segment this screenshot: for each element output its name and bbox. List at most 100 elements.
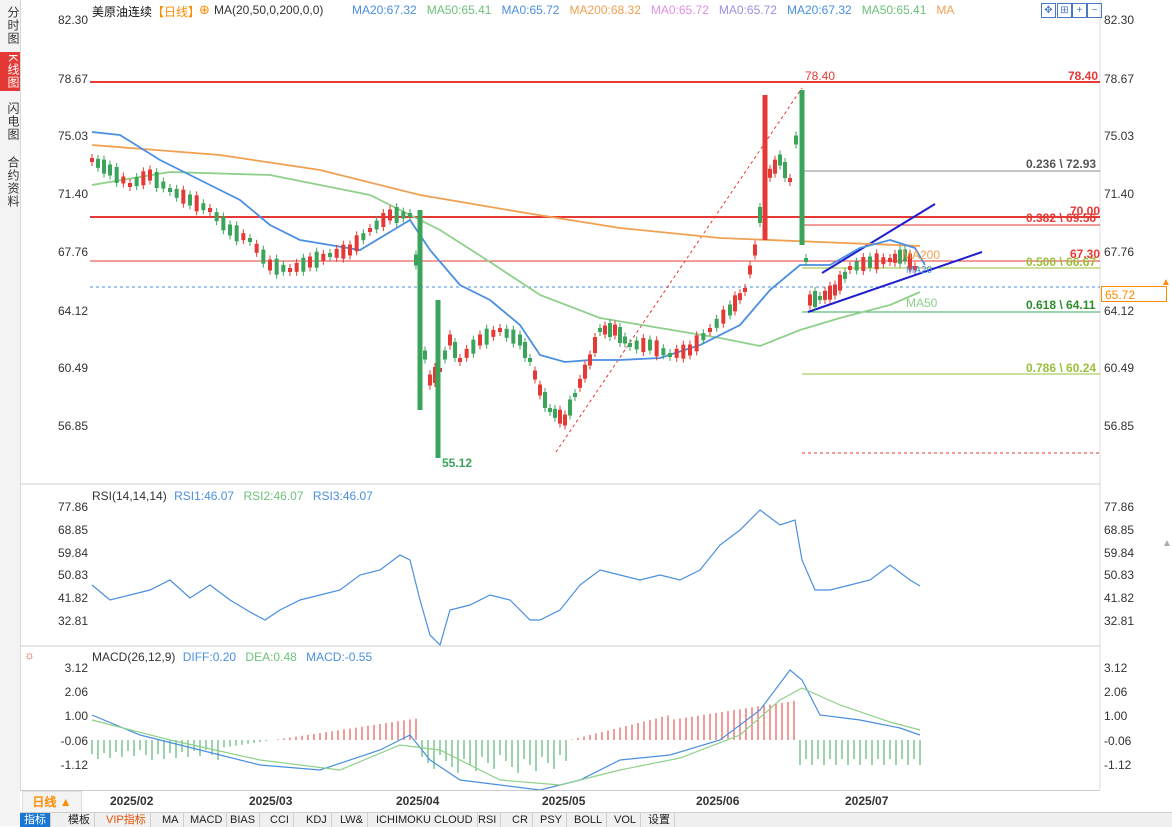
candle <box>823 290 827 300</box>
tab-indicators[interactable]: 指标 <box>20 813 51 827</box>
candle <box>471 339 476 354</box>
period-selector[interactable]: 日线 ▲ <box>22 791 82 813</box>
candle <box>738 293 742 301</box>
candle <box>443 350 447 360</box>
zoom-out-icon[interactable]: − <box>1087 3 1102 18</box>
candle <box>478 334 482 346</box>
macd-lines <box>91 669 921 791</box>
ma20-tag: MA20 <box>906 265 933 276</box>
candle <box>261 249 266 264</box>
candle <box>548 408 552 412</box>
macd-settings-icon[interactable]: ☼ <box>24 648 35 662</box>
candle <box>341 244 346 259</box>
rsi-collapse-icon[interactable]: ▲ <box>1162 538 1172 549</box>
macd-dea-path <box>91 687 921 786</box>
tab-template[interactable]: 模板 <box>64 813 95 827</box>
candle <box>799 90 805 245</box>
candle <box>583 364 587 379</box>
candle <box>458 358 462 362</box>
zoom-in-icon[interactable]: + <box>1072 3 1087 18</box>
fib-diagonal-line <box>555 87 803 453</box>
tab-kdj[interactable]: KDJ <box>302 813 332 827</box>
rsi-tick-right: 59.84 <box>1104 546 1135 560</box>
candle <box>328 253 332 257</box>
candle <box>714 318 719 328</box>
tab-settings[interactable]: 设置 <box>644 813 675 827</box>
rsi-tick-left: 68.85 <box>57 523 88 537</box>
tab-rsi[interactable]: RSI <box>474 813 502 827</box>
price-tick-left: 75.03 <box>57 129 88 143</box>
macd-header: MACD(26,12,9) DIFF:0.20 DEA:0.48 MACD:-0… <box>92 650 373 664</box>
current-price-tag: 65.72 <box>1101 286 1167 302</box>
tab-ma[interactable]: MA <box>158 813 184 827</box>
candle <box>234 225 239 242</box>
macd-tick-right: 2.06 <box>1104 685 1128 699</box>
candle <box>498 328 502 332</box>
candle <box>414 254 418 266</box>
macd-tick-right: 1.00 <box>1104 709 1128 723</box>
candle <box>608 323 612 337</box>
candle <box>108 164 112 176</box>
candle <box>804 258 808 262</box>
tab-boll[interactable]: BOLL <box>570 813 608 827</box>
candle <box>778 154 782 166</box>
candle <box>688 344 692 356</box>
candle <box>128 183 132 187</box>
tab-vol[interactable]: VOL <box>610 813 642 827</box>
candle <box>773 159 777 174</box>
price-tick-left: 67.76 <box>57 245 88 259</box>
split-icon[interactable]: ⊞ <box>1057 3 1072 18</box>
tab-bias[interactable]: BIAS <box>226 813 261 827</box>
tab-macd[interactable]: MACD <box>186 813 228 827</box>
add-indicator-icon[interactable]: ⊕ <box>199 2 210 17</box>
candle <box>628 343 632 347</box>
level-6730-label: 67.30 <box>1070 247 1101 261</box>
candle <box>294 262 299 272</box>
tab-cci[interactable]: CCI <box>266 813 294 827</box>
tab-ichimoku[interactable]: ICHIMOKU CLOUD <box>372 813 478 827</box>
candle <box>908 253 912 270</box>
tab-psy[interactable]: PSY <box>536 813 568 827</box>
candle <box>661 348 666 356</box>
kline-chart[interactable] <box>20 0 1172 812</box>
date-label: 2025/07 <box>845 794 889 808</box>
candle <box>274 258 279 275</box>
macd-tick-left: 1.00 <box>64 709 88 723</box>
candle <box>588 354 592 366</box>
macd-tick-right: -0.06 <box>1104 734 1132 748</box>
candle <box>813 291 817 307</box>
candle <box>504 328 509 338</box>
tab-cr[interactable]: CR <box>508 813 533 827</box>
candle <box>134 177 139 187</box>
price-arrow-icon: ▲ <box>1161 277 1171 288</box>
candle <box>593 337 597 353</box>
candle <box>543 392 547 408</box>
move-icon[interactable]: ✥ <box>1041 3 1056 18</box>
tab-lw[interactable]: LW& <box>336 813 369 827</box>
candle <box>654 340 659 357</box>
tab-flash-chart[interactable]: 闪电图 <box>6 102 20 141</box>
price-tick-left: 82.30 <box>57 13 88 27</box>
tab-contract-info[interactable]: 合约资料 <box>6 156 20 208</box>
ma50-line <box>91 171 921 347</box>
candle <box>854 261 859 271</box>
tab-timeshare[interactable]: 分时图 <box>6 6 20 45</box>
macd-tick-left: -1.12 <box>60 758 88 772</box>
ma20-path <box>91 131 926 363</box>
tab-vip-indicators[interactable]: VIP指标 <box>102 813 151 827</box>
fib-0618-label: 0.618 \ 64.11 <box>1026 298 1096 312</box>
candle <box>288 268 292 272</box>
candle <box>154 172 159 188</box>
candle <box>381 213 386 227</box>
candle <box>214 212 219 222</box>
instrument-title: 美原油连续【日线】 <box>92 5 201 19</box>
candle <box>511 329 516 344</box>
candle <box>788 178 792 182</box>
ma-params: MA(20,50,0,200,0,0) <box>214 3 324 17</box>
candle <box>221 216 226 231</box>
ma-value: MA <box>936 3 955 17</box>
tab-kline[interactable]: K线图 <box>0 52 20 92</box>
left-tab-bar: 分时图 K线图 闪电图 合约资料 <box>0 0 21 826</box>
rsi-tick-left: 50.83 <box>57 568 88 582</box>
ma-value: MA0:65.72 <box>718 3 777 17</box>
